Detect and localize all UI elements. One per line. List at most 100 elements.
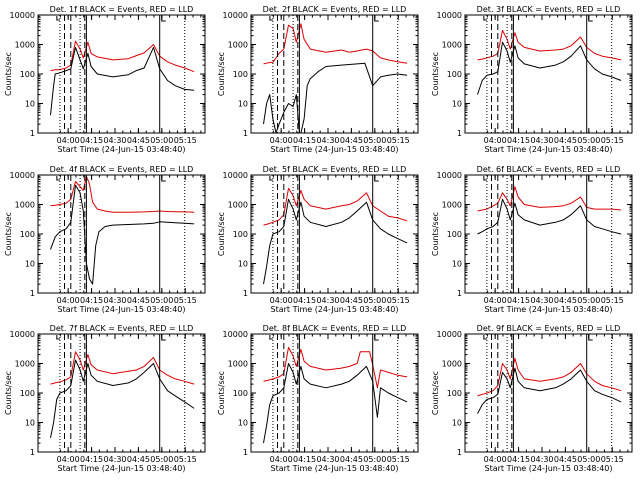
y-tick-label: 10 (238, 100, 248, 109)
x-tick-label: 04:15 (507, 296, 530, 305)
events-series-line (50, 184, 195, 285)
x-axis-label: Start Time (24-Jun-15 03:48:40) (485, 464, 613, 473)
x-axis-label: Start Time (24-Jun-15 03:48:40) (58, 145, 186, 154)
x-tick-label: 05:00 (150, 136, 173, 145)
lld-series-line (263, 187, 408, 226)
x-tick-label: 05:15 (174, 296, 197, 305)
y-tick-label: 10000 (437, 11, 462, 20)
x-tick-label: 05:00 (577, 296, 600, 305)
y-tick-label: 1 (30, 129, 35, 138)
y-tick-label: 10000 (437, 330, 462, 339)
lld-series-line (263, 23, 408, 65)
x-tick-label: 04:45 (340, 136, 363, 145)
x-tick-label: 04:30 (103, 136, 126, 145)
y-axis-label: Counts/sec (4, 52, 13, 96)
y-tick-label: 100 (20, 389, 35, 398)
y-tick-label: 10 (25, 100, 35, 109)
x-tick-label: 05:00 (150, 296, 173, 305)
x-tick-label: 05:00 (363, 296, 386, 305)
x-tick-label: 04:30 (103, 296, 126, 305)
x-tick-label: 04:00 (270, 455, 293, 464)
corner-glyph (56, 176, 60, 181)
panel-title: Det. 1f BLACK = Events, RED = LLD (50, 5, 194, 14)
y-axis-label: Counts/sec (431, 212, 440, 256)
y-tick-label: 1 (243, 129, 248, 138)
corner-glyph (483, 16, 487, 21)
y-tick-label: 1000 (228, 201, 248, 210)
y-tick-label: 10 (238, 419, 248, 428)
x-axis-label: Start Time (24-Jun-15 03:48:40) (485, 305, 613, 314)
x-tick-label: 04:45 (554, 455, 577, 464)
x-tick-label: 05:00 (150, 455, 173, 464)
y-tick-label: 10000 (10, 330, 35, 339)
x-tick-label: 05:15 (601, 296, 624, 305)
x-tick-label: 04:30 (530, 296, 553, 305)
x-axis-label: Start Time (24-Jun-15 03:48:40) (271, 464, 399, 473)
y-tick-label: 100 (447, 389, 462, 398)
corner-glyph (483, 176, 487, 181)
y-tick-label: 10000 (10, 11, 35, 20)
y-tick-label: 10000 (437, 171, 462, 180)
detector-panel: 1 10 100 1000 10000 04:00 04:15 04:30 04:45 05:00… (431, 5, 633, 154)
x-tick-label: 04:00 (57, 455, 80, 464)
y-tick-label: 1000 (228, 360, 248, 369)
x-tick-label: 05:15 (174, 136, 197, 145)
y-tick-label: 100 (20, 70, 35, 79)
x-axis-label: Start Time (24-Jun-15 03:48:40) (271, 305, 399, 314)
y-tick-label: 1 (243, 289, 248, 298)
x-tick-label: 04:00 (57, 296, 80, 305)
lld-series-line (477, 186, 622, 212)
x-tick-label: 05:00 (577, 455, 600, 464)
lld-series-line (50, 351, 195, 385)
y-tick-label: 1000 (442, 201, 462, 210)
x-tick-label: 04:00 (270, 136, 293, 145)
x-tick-label: 05:15 (601, 455, 624, 464)
x-tick-label: 04:30 (530, 455, 553, 464)
x-tick-label: 04:00 (270, 296, 293, 305)
y-tick-label: 100 (233, 230, 248, 239)
y-tick-label: 1000 (228, 41, 248, 50)
x-tick-label: 04:15 (293, 455, 316, 464)
x-tick-label: 04:00 (484, 296, 507, 305)
corner-glyph (56, 335, 60, 340)
panel-title: Det. 3f BLACK = Events, RED = LLD (477, 5, 621, 14)
y-tick-label: 10 (452, 419, 462, 428)
events-series-line (50, 359, 195, 438)
x-tick-label: 05:15 (387, 136, 410, 145)
x-tick-label: 04:15 (80, 296, 103, 305)
y-tick-label: 10000 (223, 330, 248, 339)
y-tick-label: 10000 (10, 171, 35, 180)
y-tick-label: 10 (452, 100, 462, 109)
x-tick-label: 04:45 (127, 296, 150, 305)
y-tick-label: 10 (25, 419, 35, 428)
x-tick-label: 04:15 (293, 136, 316, 145)
y-tick-label: 1000 (442, 360, 462, 369)
y-tick-label: 1 (243, 448, 248, 457)
lld-series-line (477, 29, 622, 61)
events-series-line (50, 46, 195, 116)
detector-panel: 1 10 100 1000 10000 04:00 04:15 04:30 04:45 05:00… (217, 5, 419, 154)
y-tick-label: 10 (238, 260, 248, 269)
x-tick-label: 04:15 (80, 455, 103, 464)
detector-panel: 1 10 100 1000 10000 04:00 04:15 04:30 04:45 05:00… (4, 324, 206, 473)
y-tick-label: 1 (30, 448, 35, 457)
corner-glyph (483, 335, 487, 340)
events-series-line (477, 41, 622, 95)
y-tick-label: 1 (457, 448, 462, 457)
x-axis-label: Start Time (24-Jun-15 03:48:40) (271, 145, 399, 154)
y-axis-label: Counts/sec (217, 371, 226, 415)
y-tick-label: 10000 (223, 11, 248, 20)
corner-glyph (269, 335, 273, 340)
y-tick-label: 10 (25, 260, 35, 269)
x-axis-label: Start Time (24-Jun-15 03:48:40) (485, 145, 613, 154)
x-tick-label: 05:00 (363, 136, 386, 145)
panel-title: Det. 9f BLACK = Events, RED = LLD (477, 324, 621, 333)
y-tick-label: 1000 (442, 41, 462, 50)
x-tick-label: 04:00 (484, 136, 507, 145)
x-tick-label: 04:00 (57, 136, 80, 145)
y-axis-label: Counts/sec (217, 52, 226, 96)
y-axis-label: Counts/sec (4, 212, 13, 256)
x-axis-label: Start Time (24-Jun-15 03:48:40) (58, 464, 186, 473)
